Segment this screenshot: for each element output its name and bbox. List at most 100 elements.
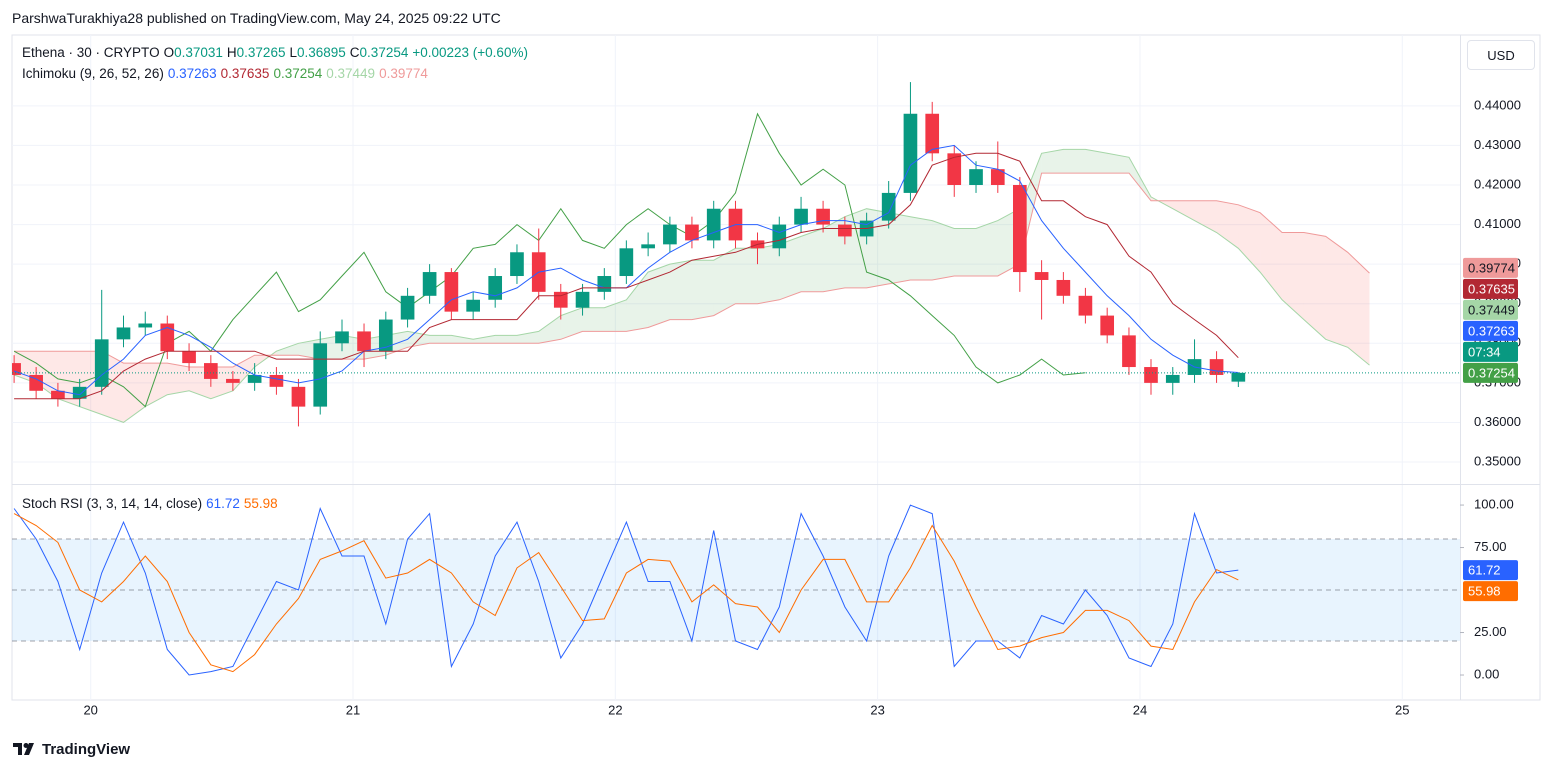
stoch-legend: Stoch RSI (3, 3, 14, 14, close) 61.72 55.9…	[22, 496, 282, 511]
logo-dot	[23, 743, 29, 748]
cloud-fill	[1238, 204, 1261, 273]
cloud-fill	[691, 260, 714, 320]
candle-body	[619, 248, 634, 277]
symbol-title: Ethena · 30 · CRYPTO	[22, 45, 160, 60]
x-tick-label: 22	[608, 702, 622, 717]
axis-badge-label: 0.37263	[1468, 323, 1515, 338]
x-tick-label: 21	[346, 702, 360, 717]
y-tick-label: 0.43000	[1474, 137, 1521, 152]
axis-badge	[1463, 299, 1518, 320]
y-tick-label: 0.44000	[1474, 97, 1521, 112]
candle-body	[1056, 279, 1071, 296]
ohlc-value: 0.36895	[296, 45, 346, 60]
cloud-fill	[757, 244, 780, 304]
candle-body	[794, 208, 808, 225]
candle-body	[488, 276, 503, 300]
cloud-fill	[582, 307, 605, 332]
span-b-line	[14, 172, 1370, 368]
candle-body	[816, 208, 830, 225]
y-tick-label: 0.41000	[1474, 216, 1521, 231]
cloud-fill	[1085, 149, 1108, 174]
candle-body	[12, 363, 21, 375]
candle-body	[94, 339, 109, 387]
candle-body	[357, 331, 371, 352]
candle-body	[466, 299, 480, 312]
candle-body	[685, 224, 699, 241]
indicator-value: 0.37449	[326, 66, 376, 81]
candle-body	[138, 323, 153, 328]
ohlc-label: C	[349, 45, 360, 60]
axis-badge	[1463, 581, 1518, 602]
cloud-fill	[648, 264, 670, 328]
y-tick-label: 100.00	[1474, 496, 1514, 511]
ohlc-value: 0.37265	[236, 45, 286, 60]
symbol-legend: Ethena · 30 · CRYPTO O0.37031 H0.37265 L0.3…	[22, 45, 532, 60]
cloud-fill	[669, 260, 692, 320]
candle-body	[641, 244, 655, 249]
ohlc-label: L	[289, 45, 297, 60]
cloud-fill	[604, 299, 627, 332]
change-value: +0.00223 (+0.60%)	[412, 45, 528, 60]
axis-badge	[1463, 278, 1518, 299]
candle-body	[990, 169, 1005, 185]
indicator-value: 0.37254	[273, 66, 323, 81]
candle-body	[247, 374, 262, 383]
x-tick-label: 23	[870, 702, 884, 717]
stoch-line	[13, 504, 1239, 676]
candle-body	[291, 386, 306, 407]
axis-badge-label: 07:34	[1468, 344, 1501, 359]
cloud-fill	[560, 307, 583, 340]
candle-body	[1122, 335, 1136, 368]
candle-body	[925, 113, 940, 154]
y-tick-label: 0.42000	[1474, 176, 1521, 191]
y-tick-label: 25.00	[1474, 624, 1507, 639]
indicator-value: 61.72	[206, 496, 240, 511]
axis-badge-label: 55.98	[1468, 584, 1501, 599]
candle-body	[269, 374, 284, 387]
cloud-fill	[1216, 200, 1239, 249]
cloud-fill	[626, 272, 649, 332]
cloud-fill	[473, 335, 496, 344]
cloud-fill	[1260, 212, 1283, 300]
logo-shape	[24, 743, 34, 755]
cloud-fill	[276, 343, 299, 356]
ichimoku-legend: Ichimoku (9, 26, 52, 26) 0.37263 0.37635 0.…	[22, 66, 432, 81]
cloud-fill	[517, 331, 539, 344]
ohlc-label: O	[163, 45, 175, 60]
indicator-value: 0.39774	[379, 66, 428, 81]
candle-body	[1078, 295, 1093, 316]
cloud-fill	[451, 335, 474, 344]
candle-body	[444, 272, 459, 312]
axes: 2021222324250.350000.360000.370000.38000…	[83, 97, 1521, 717]
byline: ParshwaTurakhiya28 published on TradingV…	[12, 10, 501, 26]
cloud-fill	[1063, 149, 1086, 174]
cloud-fill	[538, 315, 561, 344]
cloud-fill	[1325, 236, 1348, 348]
cloud-fill	[1303, 232, 1326, 340]
x-tick-label: 25	[1395, 702, 1409, 717]
cloud-fill	[779, 236, 802, 300]
axis-badge	[1463, 362, 1518, 383]
candle-body	[313, 343, 328, 407]
candle-body	[947, 153, 962, 185]
stoch-pane	[12, 504, 1460, 676]
currency-button[interactable]: USD	[1467, 40, 1535, 70]
candle-body	[881, 192, 896, 221]
x-tick-label: 24	[1133, 702, 1147, 717]
lagging-line	[13, 112, 1086, 408]
candle-body	[400, 295, 415, 320]
candle-body	[72, 386, 87, 399]
candle-body	[838, 224, 852, 237]
ohlc-label: H	[226, 45, 237, 60]
candle-body	[226, 378, 240, 383]
candle-body	[1231, 372, 1246, 382]
cloud-fill	[844, 208, 867, 288]
candle-body	[378, 319, 393, 352]
indicator-label: Stoch RSI (3, 3, 14, 14, close)	[22, 496, 203, 511]
candle-body	[182, 351, 196, 364]
candle-body	[510, 252, 524, 277]
x-tick-label: 20	[83, 702, 97, 717]
candle-body	[772, 224, 787, 249]
